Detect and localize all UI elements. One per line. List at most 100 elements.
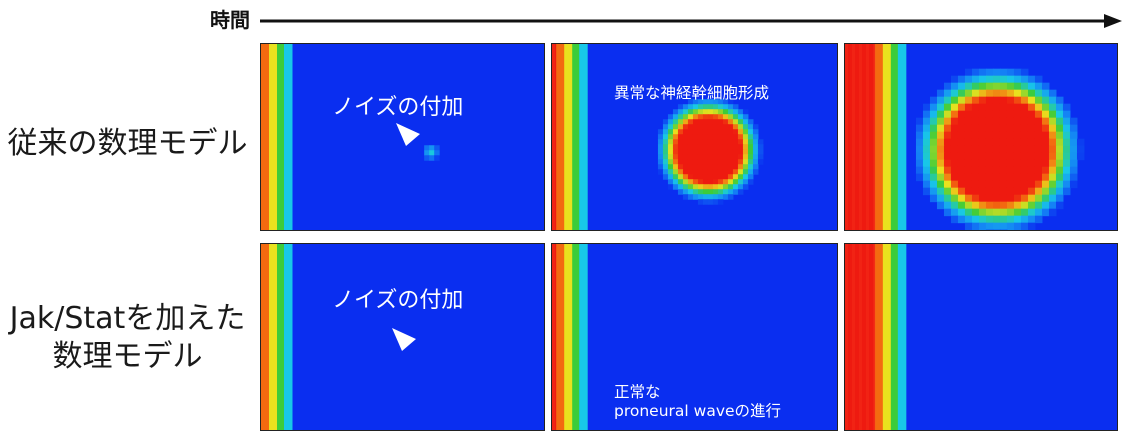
blob-cell: [718, 169, 724, 175]
blob-cell: [748, 154, 754, 160]
blob-cell: [1056, 146, 1064, 154]
noise-label-top: ノイズの付加: [332, 95, 463, 121]
blob-cell: [1000, 223, 1008, 230]
blob-cell: [979, 76, 987, 84]
blob-cell: [1049, 132, 1057, 140]
blob-cell: [683, 189, 689, 195]
blob-cell: [972, 76, 980, 84]
blob-cell: [958, 118, 966, 126]
blob-cell: [1028, 188, 1036, 196]
blob-cell: [979, 146, 987, 154]
blob-cell: [1014, 146, 1022, 154]
blob-cell: [434, 155, 440, 161]
blob-cell: [1000, 111, 1008, 119]
blob-cell: [693, 104, 699, 110]
blob-cell: [944, 153, 952, 161]
blob-cell: [723, 154, 729, 160]
blob-cell: [916, 153, 924, 161]
blob-cell: [678, 134, 684, 140]
blob-cell: [965, 97, 973, 105]
blob-cell: [1070, 118, 1078, 126]
blob-cell: [1049, 202, 1057, 210]
blob-cell: [708, 149, 714, 155]
blob-cell: [703, 129, 709, 135]
blob-cell: [424, 150, 430, 156]
blob-cell: [738, 109, 744, 115]
blob-cell: [1028, 146, 1036, 154]
blob-cell: [723, 149, 729, 155]
blob-cell: [1070, 125, 1078, 133]
blob-cell: [979, 160, 987, 168]
blob-cell: [663, 124, 669, 130]
blob-cell: [986, 174, 994, 182]
blob-cell: [748, 169, 754, 175]
blob-cell: [972, 223, 980, 230]
blob-cell: [958, 97, 966, 105]
wave-texture: [552, 44, 555, 230]
blob-cell: [703, 149, 709, 155]
blob-cell: [708, 119, 714, 125]
blob-cell: [965, 104, 973, 112]
blob-cell: [979, 202, 987, 210]
blob-cell: [748, 179, 754, 185]
blob-cell: [1000, 76, 1008, 84]
blob-cell: [758, 144, 764, 150]
blob-cell: [986, 111, 994, 119]
blob-cell: [693, 144, 699, 150]
blob-cell: [965, 132, 973, 140]
blob-cell: [944, 160, 952, 168]
blob-cell: [1070, 132, 1078, 140]
blob-cell: [708, 169, 714, 175]
blob-cell: [979, 167, 987, 175]
blob-cell: [1007, 83, 1015, 91]
blob-cell: [753, 139, 759, 145]
blob-cell: [703, 104, 709, 110]
blob-cell: [1056, 139, 1064, 147]
blob-cell: [738, 154, 744, 160]
blob-cell: [748, 129, 754, 135]
blob-cell: [718, 134, 724, 140]
blob-cell: [972, 181, 980, 189]
blob-cell: [683, 114, 689, 120]
blob-cell: [738, 159, 744, 165]
blob-cell: [1007, 223, 1015, 230]
blob-cell: [1056, 132, 1064, 140]
blob-cell: [972, 209, 980, 217]
blob-cell: [1056, 125, 1064, 133]
blob-cell: [937, 132, 945, 140]
blob-cell: [965, 188, 973, 196]
blob-cell: [923, 111, 931, 119]
blob-cell: [1028, 132, 1036, 140]
blob-cell: [1014, 209, 1022, 217]
blob-cell: [1021, 209, 1029, 217]
blob-cell: [723, 104, 729, 110]
blob-cell: [703, 144, 709, 150]
blob-cell: [728, 114, 734, 120]
blob-cell: [1007, 125, 1015, 133]
blob-cell: [986, 146, 994, 154]
blob-cell: [965, 90, 973, 98]
blob-cell: [1007, 216, 1015, 224]
blob-cell: [958, 76, 966, 84]
blob-cell: [930, 104, 938, 112]
blob-cell: [683, 179, 689, 185]
blob-cell: [1049, 125, 1057, 133]
blob-cell: [1042, 118, 1050, 126]
blob-cell: [733, 149, 739, 155]
blob-cell: [1042, 153, 1050, 161]
blob-cell: [1021, 125, 1029, 133]
blob-cell: [958, 104, 966, 112]
blob-cell: [658, 149, 664, 155]
blob-cell: [708, 129, 714, 135]
blob-cell: [668, 159, 674, 165]
blob-cell: [1042, 209, 1050, 217]
blob-cell: [678, 119, 684, 125]
wave-stripe: [564, 44, 573, 230]
blob-cell: [743, 129, 749, 135]
heatmap-svg: [552, 44, 837, 230]
blob-cell: [993, 216, 1001, 224]
blob-cell: [930, 174, 938, 182]
blob-cell: [743, 124, 749, 130]
wave-stripe: [284, 44, 293, 230]
blob-cell: [688, 169, 694, 175]
